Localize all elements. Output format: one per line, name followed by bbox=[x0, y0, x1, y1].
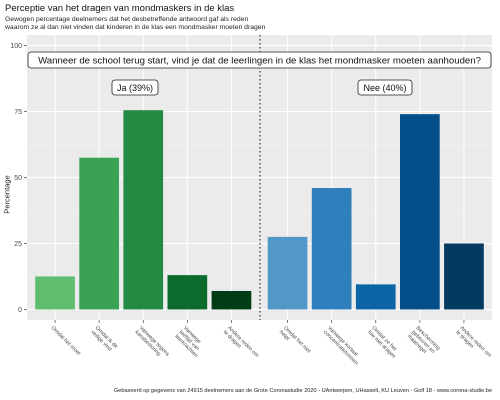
bar bbox=[35, 276, 75, 310]
bar bbox=[167, 275, 208, 310]
chart-title: Perceptie van het dragen van mondmaskers… bbox=[5, 3, 235, 14]
x-tick-label: Andere reden omte dragen bbox=[222, 325, 260, 363]
bar bbox=[79, 157, 119, 310]
x-tick-label: Omdat ze hetfuw niet dragen bbox=[366, 325, 401, 360]
x-axis: Omdat het moet Omdat ik ditveilige vind Va… bbox=[50, 320, 493, 367]
bar bbox=[211, 290, 252, 310]
chart-subtitle: Gewogen percentage deelnemers dat het de… bbox=[5, 16, 266, 32]
y-tick-label: 25 bbox=[14, 241, 22, 248]
bar bbox=[400, 114, 440, 310]
x-tick-label: Vanwege kortaalconcentratietuissen bbox=[322, 325, 363, 366]
y-tick-label: 75 bbox=[14, 109, 22, 116]
bar bbox=[123, 110, 164, 310]
x-tick-label: Omdat het niethelpt bbox=[278, 325, 312, 359]
x-tick-label: Omdat ik ditveilige vind bbox=[89, 325, 118, 354]
question-text: Wanneer de school terug start, vind je d… bbox=[38, 56, 481, 67]
y-tick-label: 0 bbox=[18, 307, 22, 314]
source-caption: Gebaseerd op gegevens van 24915 deelneme… bbox=[113, 388, 492, 394]
bar bbox=[311, 188, 352, 310]
bars-group bbox=[35, 110, 484, 310]
x-tick-label-line: Omdat het moet bbox=[50, 325, 82, 357]
x-tick-label: Vanwege tegenskansbestoring bbox=[134, 325, 171, 362]
bar bbox=[444, 243, 484, 310]
bar bbox=[267, 236, 308, 310]
panel-label-ja: Ja (39%) bbox=[111, 79, 159, 96]
x-tick-label: Vanwegeleeftijd vanleerkrachten bbox=[173, 325, 207, 359]
panel-label-nee-text: Nee (40%) bbox=[363, 83, 406, 93]
x-tick-label: Bescherminggebeuren enmaatregel bbox=[406, 325, 441, 360]
x-tick-label: Andere reden omte dragen bbox=[454, 325, 492, 363]
y-tick-label: 50 bbox=[14, 175, 22, 182]
bar bbox=[355, 284, 396, 310]
panel-label-nee: Nee (40%) bbox=[357, 79, 413, 96]
y-tick-label: 100 bbox=[10, 43, 22, 50]
y-axis: 0 25 50 75 100 bbox=[10, 43, 27, 314]
question-box: Wanneer de school terug start, vind je d… bbox=[27, 51, 492, 69]
panel-label-ja-text: Ja (39%) bbox=[117, 83, 153, 93]
x-tick-label: Omdat het moet bbox=[50, 325, 82, 357]
